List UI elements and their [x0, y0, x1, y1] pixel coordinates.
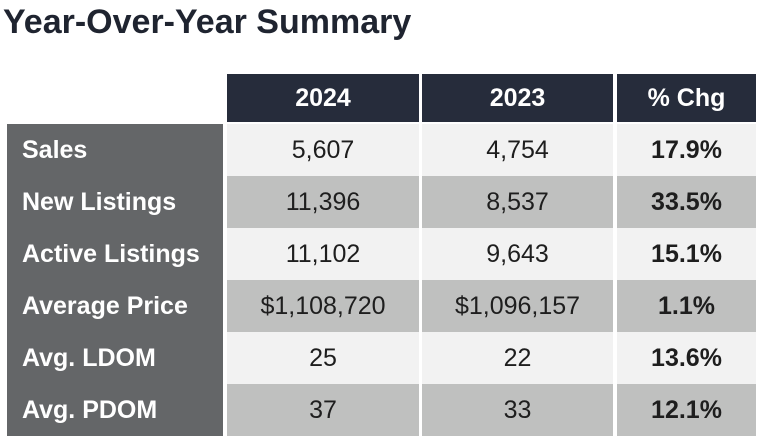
row-label-column — [7, 124, 223, 436]
value-2023: 8,537 — [422, 176, 613, 228]
table-row-new-listings: New Listings 11,396 8,537 33.5% — [0, 176, 764, 228]
row-label: Avg. PDOM — [22, 395, 158, 424]
table-row-active-listings: Active Listings 11,102 9,643 15.1% — [0, 228, 764, 280]
value-pct-change: 12.1% — [617, 384, 756, 436]
value-2024: 25 — [227, 332, 419, 384]
value-pct-change: 17.9% — [617, 124, 756, 176]
row-label: Active Listings — [22, 239, 200, 268]
value-2024: $1,108,720 — [227, 280, 419, 332]
value-pct-change: 33.5% — [617, 176, 756, 228]
value-2024: 11,396 — [227, 176, 419, 228]
table-row-sales: Sales 5,607 4,754 17.9% — [0, 124, 764, 176]
table-row-avg-pdom: Avg. PDOM 37 33 12.1% — [0, 384, 764, 436]
value-pct-change: 13.6% — [617, 332, 756, 384]
column-header-pct-change: % Chg — [617, 74, 756, 122]
row-label: Sales — [22, 135, 88, 164]
value-2023: 4,754 — [422, 124, 613, 176]
value-2024: 5,607 — [227, 124, 419, 176]
value-2023: 22 — [422, 332, 613, 384]
table-row-avg-ldom: Avg. LDOM 25 22 13.6% — [0, 332, 764, 384]
value-2024: 37 — [227, 384, 419, 436]
row-label: Avg. LDOM — [22, 343, 156, 372]
value-pct-change: 1.1% — [617, 280, 756, 332]
value-2024: 11,102 — [227, 228, 419, 280]
row-label: Average Price — [22, 291, 188, 320]
page-title: Year-Over-Year Summary — [3, 3, 412, 41]
value-2023: 9,643 — [422, 228, 613, 280]
value-2023: 33 — [422, 384, 613, 436]
table-row-average-price: Average Price $1,108,720 $1,096,157 1.1% — [0, 280, 764, 332]
row-label: New Listings — [22, 187, 177, 216]
value-pct-change: 15.1% — [617, 228, 756, 280]
value-2023: $1,096,157 — [422, 280, 613, 332]
column-header-2024: 2024 — [227, 74, 419, 122]
column-header-2023: 2023 — [422, 74, 613, 122]
